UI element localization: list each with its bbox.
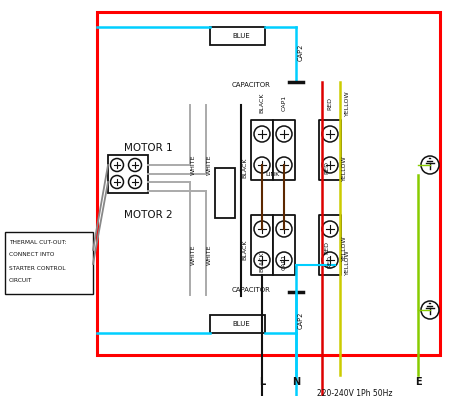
Bar [273,215,295,275]
Text: RED: RED [324,242,329,255]
Text: L: L [259,377,265,387]
Circle shape [110,175,124,188]
Circle shape [322,157,338,173]
Circle shape [421,156,439,174]
Text: YELLOW: YELLOW [342,155,347,181]
Text: CAPACITOR: CAPACITOR [232,287,271,293]
Text: YELLOW: YELLOW [345,249,349,275]
Circle shape [276,157,292,173]
Bar [319,120,341,180]
Text: BLACK: BLACK [242,240,247,260]
Text: RED: RED [324,162,329,175]
Bar [5,232,93,294]
Text: CONNECT INTO: CONNECT INTO [9,253,55,257]
Text: CAP2: CAP2 [298,43,304,61]
Bar [319,215,341,275]
Circle shape [322,126,338,142]
Text: WHITE: WHITE [207,245,212,265]
Circle shape [254,126,270,142]
Text: RED: RED [328,255,332,268]
Text: BLUE: BLUE [233,33,250,39]
Text: LINK: LINK [266,173,280,177]
Bar [108,155,148,193]
Circle shape [110,158,124,171]
Circle shape [276,221,292,237]
Text: CAP2: CAP2 [298,311,304,329]
Text: WHITE: WHITE [191,245,196,265]
Circle shape [276,126,292,142]
Text: YELLOW: YELLOW [342,235,347,261]
Text: RED: RED [328,97,332,110]
Text: BLACK: BLACK [242,158,247,178]
Circle shape [322,221,338,237]
Text: WHITE: WHITE [207,155,212,175]
Circle shape [254,221,270,237]
Text: YELLOW: YELLOW [345,90,349,116]
Text: CAP1: CAP1 [282,95,286,111]
Circle shape [276,252,292,268]
Text: MOTOR 2: MOTOR 2 [124,210,173,220]
Circle shape [128,158,142,171]
Bar [251,215,273,275]
Circle shape [254,157,270,173]
Text: CAPACITOR: CAPACITOR [232,82,271,88]
Bar [251,120,273,180]
Text: CIRCUIT: CIRCUIT [9,278,32,284]
Circle shape [128,175,142,188]
Text: THERMAL CUT-OUT:: THERMAL CUT-OUT: [9,240,66,244]
Text: N: N [292,377,300,387]
Circle shape [254,252,270,268]
Text: CAP1: CAP1 [282,254,286,270]
Bar [273,120,295,180]
Circle shape [421,301,439,319]
Bar [210,315,265,333]
Bar [210,27,265,45]
Text: 220-240V 1Ph 50Hz: 220-240V 1Ph 50Hz [317,388,393,396]
Text: STARTER CONTROL: STARTER CONTROL [9,265,65,270]
Text: E: E [415,377,421,387]
Text: MOTOR 1: MOTOR 1 [124,143,173,153]
Circle shape [322,252,338,268]
Bar [215,168,235,218]
Text: BLACK: BLACK [259,252,264,272]
Text: BLUE: BLUE [233,321,250,327]
Text: WHITE: WHITE [191,155,196,175]
Bar [97,12,440,355]
Text: BLACK: BLACK [259,93,264,113]
